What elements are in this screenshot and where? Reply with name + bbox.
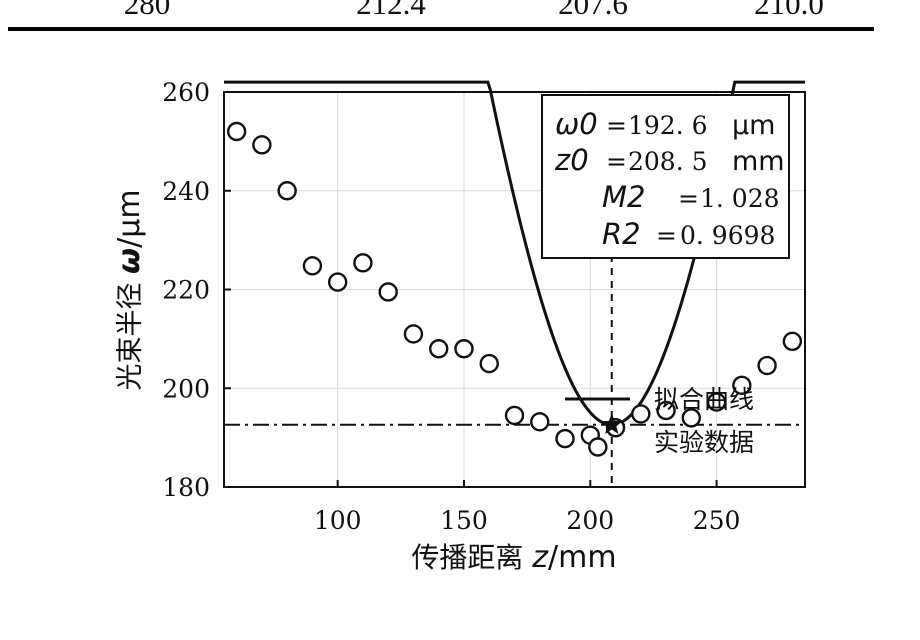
- fit-m2-value: 1. 028: [700, 184, 780, 213]
- fit-w0-equals: =: [606, 111, 627, 140]
- table-snippet: 280 212.4 207.6 210.0: [0, 0, 920, 40]
- data-point: [454, 339, 474, 359]
- table-cell-2: 212.4: [356, 0, 426, 21]
- data-point: [681, 408, 702, 428]
- fit-w0-symbol: ω0: [555, 107, 598, 141]
- x-tick-label: 100: [314, 506, 362, 535]
- x-tick-label: 200: [566, 506, 614, 535]
- x-axis-label: 传播距离 z/mm: [411, 540, 616, 575]
- data-point: [226, 121, 247, 142]
- x-tick-label: 250: [693, 506, 741, 535]
- y-tick-label: 240: [162, 177, 210, 206]
- data-point: [588, 437, 608, 457]
- data-point: [530, 412, 550, 432]
- y-axis-label-var: ω: [112, 248, 147, 274]
- data-point: [757, 355, 777, 376]
- data-point: [631, 404, 651, 424]
- y-tick-label: 260: [162, 78, 210, 107]
- axes-layer: 100 150 200 250 180 200 220 240 260: [162, 78, 806, 535]
- points-layer: [226, 121, 803, 457]
- y-axis-label-unit: /μm: [112, 189, 147, 247]
- marker-layer: [600, 413, 623, 435]
- table-cell-4: 210.0: [754, 0, 824, 21]
- fit-z0-value: 208. 5: [628, 147, 708, 176]
- data-point: [504, 405, 525, 426]
- x-axis-label-prefix: 传播距离: [411, 541, 532, 574]
- fit-m2-symbol: M2: [602, 180, 645, 214]
- fit-results-box: ω0 = 192. 6 μm z0 = 208. 5 mm M2 = 1. 02…: [541, 94, 790, 259]
- y-tick-label: 180: [162, 473, 210, 502]
- data-point: [252, 135, 272, 155]
- x-tick-label: 150: [440, 506, 488, 535]
- data-point: [353, 253, 373, 273]
- data-point: [479, 353, 499, 374]
- x-axis-label-unit: /mm: [548, 540, 617, 575]
- data-point: [327, 272, 348, 292]
- data-point: [429, 339, 449, 359]
- legend-data-label: 实验数据: [654, 428, 754, 457]
- waist-star-marker: [600, 413, 623, 435]
- y-tick-label: 200: [162, 374, 210, 403]
- table-cell-3: 207.6: [558, 0, 628, 21]
- data-point: [656, 400, 676, 421]
- fit-m2-equals: =: [678, 184, 699, 213]
- data-point: [732, 375, 752, 395]
- fit-r2-symbol: R2: [602, 217, 641, 251]
- data-point: [782, 331, 803, 352]
- y-axis-label: 光束半径 ω/μm: [112, 189, 147, 390]
- data-point: [403, 324, 424, 344]
- data-point: [378, 282, 398, 302]
- legend: 拟合曲线 实验数据: [565, 385, 754, 457]
- fit-z0-symbol: z0: [554, 143, 589, 177]
- legend-fit-label: 拟合曲线: [654, 385, 754, 414]
- fit-results-frame: [541, 94, 790, 259]
- table-cell-1: 280: [123, 0, 171, 21]
- table-bottom-rule: [8, 27, 874, 31]
- fit-r2-equals: =: [656, 221, 677, 250]
- data-point: [302, 256, 323, 276]
- data-point: [555, 428, 575, 449]
- fit-z0-unit: mm: [732, 146, 785, 177]
- data-point: [706, 392, 727, 412]
- fit-z0-equals: =: [606, 147, 627, 176]
- x-axis-label-var: z: [531, 540, 549, 575]
- y-axis-label-prefix: 光束半径: [115, 274, 146, 391]
- y-tick-label: 220: [162, 276, 210, 305]
- fit-r2-value: 0. 9698: [680, 221, 775, 250]
- data-point: [277, 181, 297, 201]
- fit-w0-unit: μm: [732, 110, 775, 141]
- fit-w0-value: 192. 6: [628, 111, 708, 140]
